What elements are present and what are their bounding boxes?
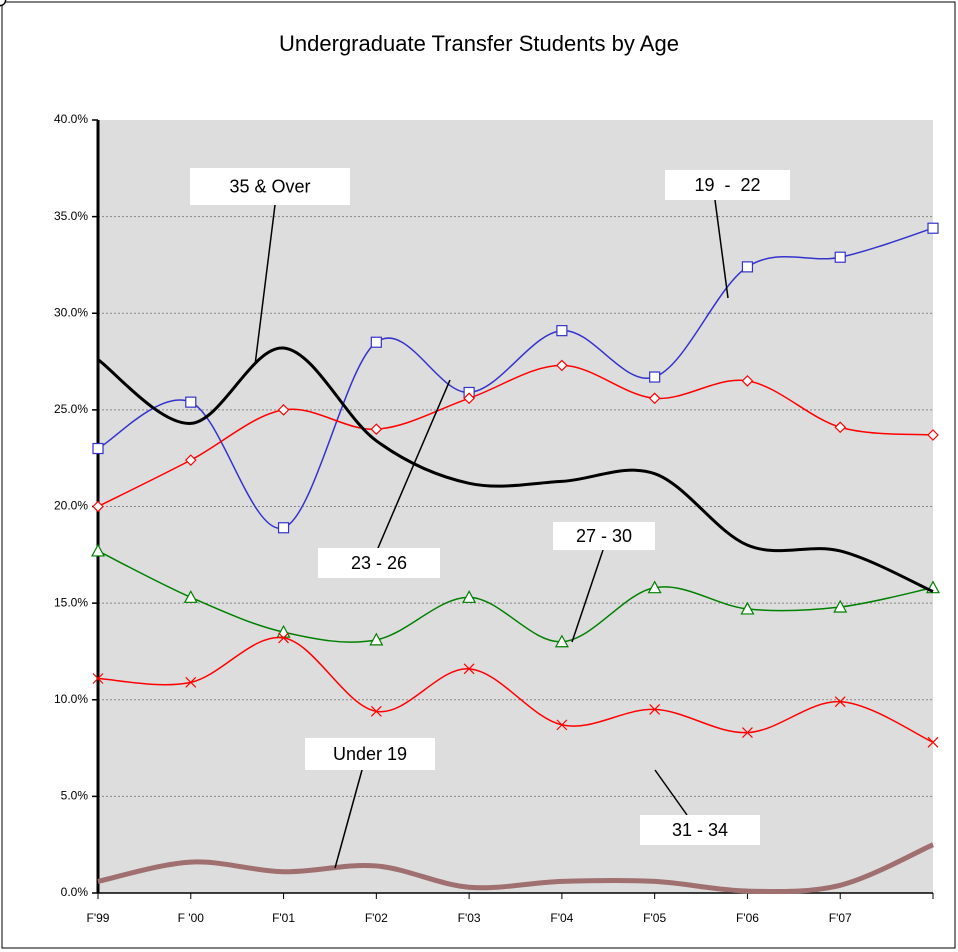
series-line [97, 227, 934, 529]
marker [462, 590, 477, 603]
marker [463, 663, 475, 675]
marker [741, 261, 754, 273]
x-tick-label: F'02 [365, 911, 388, 925]
marker [927, 222, 939, 234]
series-line [97, 364, 934, 508]
marker [277, 522, 290, 534]
marker [370, 423, 383, 436]
x-tick-label: F '00 [178, 911, 205, 925]
callout-line [654, 769, 688, 816]
marker [92, 673, 104, 684]
marker [556, 325, 568, 337]
marker [833, 599, 848, 613]
callout-label: 27 - 30 [576, 526, 632, 546]
marker [927, 429, 939, 441]
marker [741, 375, 754, 387]
x-tick-label: F'01 [272, 911, 295, 925]
callout-box [553, 522, 655, 550]
callout-line [714, 199, 729, 299]
y-tick-label: 40.0% [54, 112, 88, 126]
marker [740, 601, 755, 615]
marker [648, 392, 661, 405]
x-tick-label: F'07 [829, 911, 852, 925]
callout-label: Under 19 [333, 744, 407, 764]
callout-line [377, 379, 451, 549]
marker [370, 705, 382, 717]
marker [554, 634, 569, 648]
series-line [97, 636, 934, 743]
y-tick-label: 35.0% [54, 209, 88, 223]
callout-box [665, 170, 790, 200]
marker [185, 676, 197, 688]
callout-line [571, 549, 604, 643]
callout-label: 31 - 34 [672, 820, 728, 840]
callout-box [305, 738, 435, 770]
marker [649, 371, 661, 383]
y-tick-label: 10.0% [54, 692, 88, 706]
marker [649, 703, 661, 715]
callout-label: 23 - 26 [351, 553, 407, 573]
series-line [97, 842, 935, 895]
marker [834, 696, 846, 708]
callout-line [334, 769, 363, 869]
series-line [97, 346, 934, 593]
y-tick-label: 25.0% [54, 402, 88, 416]
x-tick-label: F'03 [458, 911, 481, 925]
marker [0, 0, 7, 7]
callout-box [190, 168, 350, 205]
marker [183, 590, 198, 603]
marker [278, 632, 289, 644]
marker [556, 359, 568, 372]
marker [742, 727, 753, 739]
y-tick-label: 15.0% [54, 595, 88, 609]
marker [369, 632, 384, 646]
marker [647, 580, 662, 594]
callout-box [640, 815, 760, 845]
marker [92, 500, 104, 513]
marker [185, 396, 197, 408]
y-tick-label: 0.0% [61, 885, 89, 899]
series-line [97, 550, 934, 643]
callout-label: 35 & Over [229, 176, 310, 196]
x-tick-label: F'04 [550, 911, 573, 925]
marker [277, 404, 290, 416]
callout-line [254, 204, 276, 366]
x-tick-label: F'99 [87, 911, 110, 925]
marker [463, 392, 475, 405]
x-tick-label: F'05 [643, 911, 666, 925]
callout-label: 19 - 22 [694, 175, 760, 195]
chart-title: Undergraduate Transfer Students by Age [279, 31, 679, 56]
marker [927, 736, 939, 748]
x-tick-label: F'06 [736, 911, 759, 925]
y-tick-label: 5.0% [61, 789, 89, 803]
marker [90, 543, 106, 557]
marker [834, 251, 846, 263]
y-tick-label: 20.0% [54, 499, 88, 513]
marker [370, 336, 382, 348]
y-tick-label: 30.0% [54, 305, 88, 319]
marker [834, 421, 847, 434]
marker [92, 442, 104, 455]
callout-box [318, 548, 440, 578]
marker [184, 454, 197, 466]
marker [556, 719, 568, 731]
